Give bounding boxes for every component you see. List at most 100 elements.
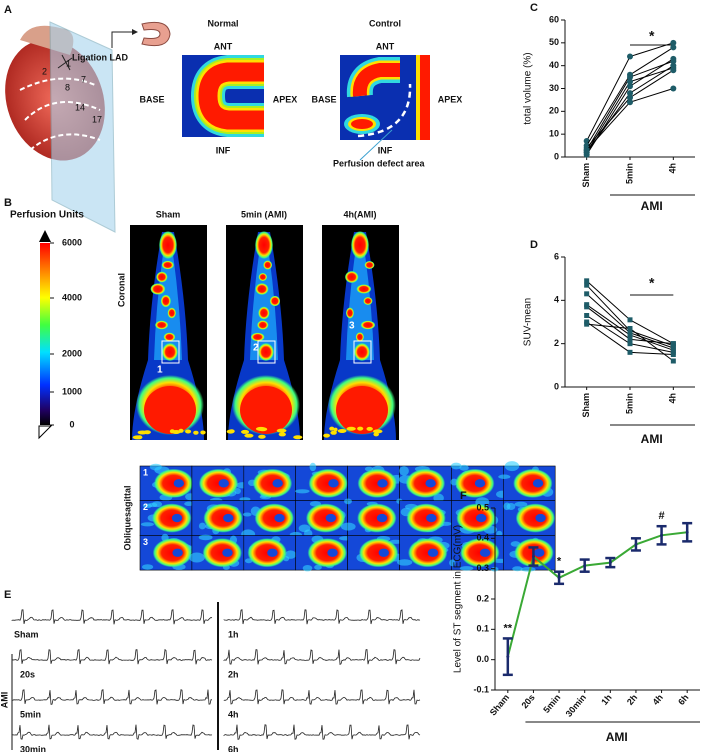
body-inner (250, 240, 278, 360)
ecg-label: 6h (228, 744, 239, 752)
noise (512, 566, 523, 572)
cavity (532, 479, 544, 488)
x-tick-label: Sham (488, 692, 511, 717)
myocardium (203, 503, 243, 533)
heart (354, 343, 370, 361)
colorbar-tick-label: 2000 (62, 348, 82, 358)
point (531, 555, 535, 559)
point (627, 332, 633, 338)
hotspot (278, 432, 286, 437)
hotspot (258, 306, 270, 320)
group-label: AMI (641, 199, 663, 213)
panel-label: F (460, 490, 467, 502)
hotspot (255, 283, 269, 295)
hotspot (344, 270, 359, 284)
noise (295, 489, 310, 494)
ligation-label: Ligation LAD (72, 52, 128, 62)
point (627, 349, 633, 355)
sagittal-tile (239, 465, 297, 502)
segment-label: 8 (65, 82, 70, 92)
noise (198, 522, 206, 530)
segment-label: 7 (81, 74, 86, 84)
sagittal-tile (295, 462, 348, 502)
point (670, 341, 676, 347)
point (583, 147, 590, 154)
myocardium (357, 503, 397, 533)
ecg-label: Sham (14, 629, 39, 639)
y-tick-label: 0.1 (476, 624, 489, 634)
y-tick-label: 0.5 (476, 502, 489, 512)
point (584, 278, 590, 284)
cavity (327, 548, 338, 557)
hotspot (150, 283, 166, 295)
cavity (535, 513, 546, 523)
hotspot (363, 296, 373, 306)
point (584, 291, 590, 297)
point (627, 326, 633, 331)
ecg-label: 4h (228, 709, 239, 719)
orientation-label: APEX (273, 94, 298, 104)
heart (258, 343, 274, 361)
sagittal-tile (347, 465, 405, 502)
point (627, 99, 633, 106)
sagittal-tile (502, 535, 556, 572)
roi-marker: 2 (253, 343, 259, 354)
noise (450, 462, 462, 470)
arrowhead (132, 29, 138, 35)
hotspot (263, 260, 273, 270)
myocardium (456, 503, 496, 533)
point (670, 85, 677, 92)
myocardium (460, 538, 500, 568)
heart (162, 343, 178, 361)
x-tick-label: 4h (650, 692, 664, 706)
colorbar-tick-label: 1000 (62, 386, 82, 396)
ecg-label: 30min (20, 744, 46, 752)
myocardium (198, 468, 239, 498)
noise (141, 564, 154, 570)
hotspot (337, 428, 347, 433)
y-tick-label: 20 (549, 106, 559, 116)
head (351, 231, 369, 259)
defect-label: Perfusion defect area (333, 158, 426, 168)
sagittal-tile (502, 500, 556, 536)
orientation-label: INF (378, 145, 393, 155)
hotspot (226, 429, 235, 434)
colorbar-bottom (38, 425, 53, 440)
x-tick-label: 1h (599, 692, 613, 706)
noise (198, 534, 213, 541)
cavity (474, 479, 486, 488)
noise (284, 550, 297, 559)
x-tick-label: 20s (519, 692, 536, 710)
row-label: 1 (143, 467, 148, 477)
heart-illustration (5, 21, 116, 233)
noise (142, 503, 153, 509)
hotspot (269, 295, 281, 307)
noise (184, 501, 194, 507)
hotspot (357, 426, 364, 431)
noise (459, 464, 469, 471)
orientation-label: APEX (438, 94, 463, 104)
y-tick-label: 0.0 (476, 654, 489, 664)
point (627, 94, 633, 101)
roi-box (353, 340, 372, 364)
ecg-label: 2h (228, 669, 239, 679)
hotspot (346, 426, 356, 431)
orientation-label: ANT (376, 41, 395, 51)
row-label: 2 (143, 502, 148, 512)
y-tick-label: 0 (554, 381, 559, 391)
noise (433, 493, 444, 503)
significance: * (649, 28, 655, 44)
noise (340, 522, 356, 531)
hotspot (345, 307, 355, 319)
y-axis-label: SUV-mean (523, 298, 534, 346)
myocardium (513, 468, 553, 498)
noise (151, 501, 163, 508)
point (670, 44, 677, 51)
y-tick-label: 6 (554, 251, 559, 261)
row-label: 3 (143, 537, 148, 547)
myocardium (455, 468, 495, 498)
noise (397, 559, 413, 566)
cavity (377, 479, 388, 488)
cavity (223, 513, 234, 523)
orientation-label: INF (216, 145, 231, 155)
